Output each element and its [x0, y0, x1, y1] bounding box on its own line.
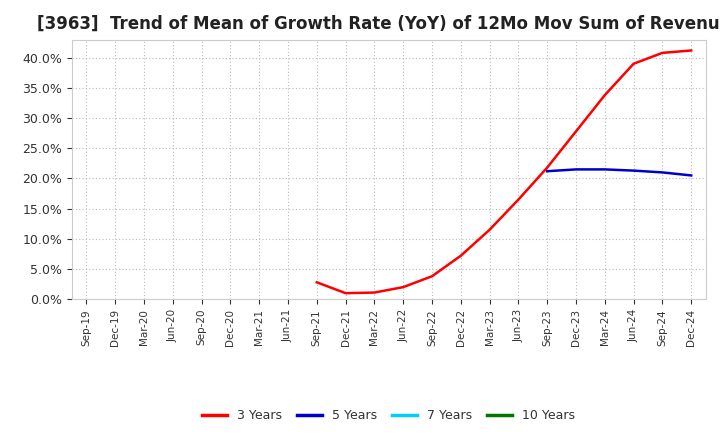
Title: [3963]  Trend of Mean of Growth Rate (YoY) of 12Mo Mov Sum of Revenues: [3963] Trend of Mean of Growth Rate (YoY… — [37, 15, 720, 33]
Legend: 3 Years, 5 Years, 7 Years, 10 Years: 3 Years, 5 Years, 7 Years, 10 Years — [197, 404, 580, 427]
